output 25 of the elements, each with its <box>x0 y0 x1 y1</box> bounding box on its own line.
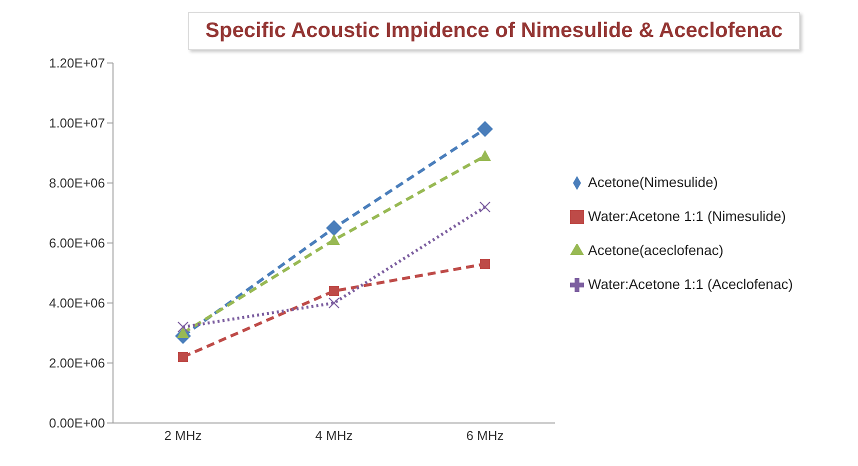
y-tick-label: 8.00E+06 <box>48 176 105 191</box>
legend-label: Water:Acetone 1:1 (Nimesulide) <box>588 208 786 224</box>
x-tick-label: 4 MHz <box>315 428 353 444</box>
y-tick-label: 2.00E+06 <box>48 356 105 371</box>
point <box>326 220 342 236</box>
y-tick-label: 0.00E+00 <box>48 416 105 431</box>
point <box>329 286 339 296</box>
legend-label: Acetone(aceclofenac) <box>588 242 724 258</box>
point <box>477 121 493 137</box>
legend-label: Water:Acetone 1:1 (Aceclofenac) <box>588 276 793 292</box>
legend-label: Acetone(Nimesulide) <box>588 174 718 190</box>
y-tick-label: 4.00E+06 <box>48 296 105 311</box>
y-tick-label: 6.00E+06 <box>48 236 105 251</box>
y-tick-label: 1.20E+07 <box>48 56 105 71</box>
point <box>479 201 491 213</box>
point <box>328 297 340 309</box>
chart-title: Specific Acoustic Impidence of Nimesulide & Aceclofenac <box>188 12 800 50</box>
x-tick-label: 2 MHz <box>164 428 202 444</box>
point <box>177 321 189 333</box>
x-tick-label: 6 MHz <box>466 428 504 444</box>
point <box>178 352 188 362</box>
y-tick-label: 1.00E+07 <box>48 116 105 131</box>
point <box>480 259 490 269</box>
point <box>328 234 340 245</box>
point <box>479 150 491 161</box>
